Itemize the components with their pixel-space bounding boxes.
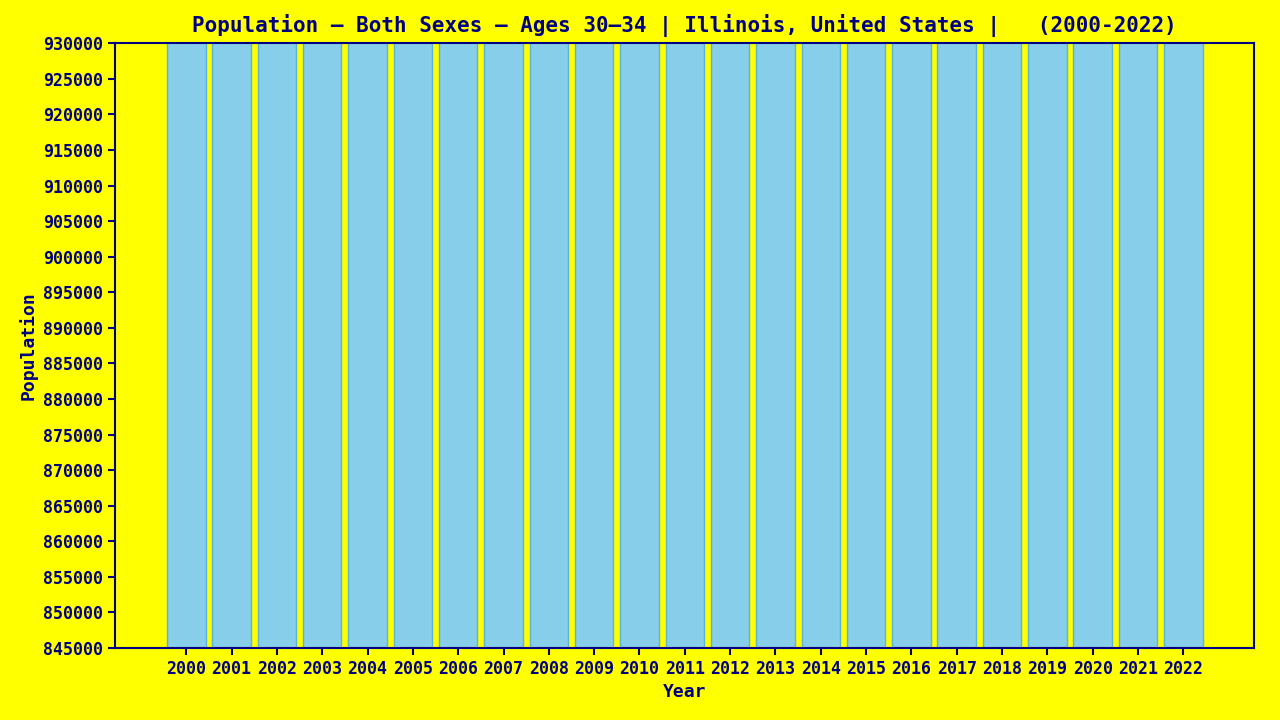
Bar [575, 0, 613, 648]
Bar [348, 0, 387, 648]
Bar [756, 0, 795, 648]
Bar [166, 0, 206, 648]
Bar [801, 0, 840, 648]
Bar [212, 0, 251, 648]
Bar [666, 0, 704, 648]
Bar [983, 0, 1021, 648]
Bar [303, 0, 342, 648]
Bar [257, 0, 296, 648]
Y-axis label: Population: Population [19, 291, 38, 400]
Bar [530, 0, 568, 648]
X-axis label: Year: Year [663, 683, 707, 701]
Bar [1164, 0, 1203, 648]
Bar [484, 0, 522, 648]
Bar [937, 0, 977, 648]
Bar [393, 0, 433, 648]
Bar [1074, 0, 1112, 648]
Bar [621, 0, 659, 648]
Bar [847, 0, 886, 648]
Bar [892, 0, 931, 648]
Bar [439, 0, 477, 648]
Bar [1028, 0, 1066, 648]
Title: Population – Both Sexes – Ages 30–34 | Illinois, United States |   (2000-2022): Population – Both Sexes – Ages 30–34 | I… [192, 14, 1178, 37]
Bar [710, 0, 749, 648]
Bar [1119, 0, 1157, 648]
